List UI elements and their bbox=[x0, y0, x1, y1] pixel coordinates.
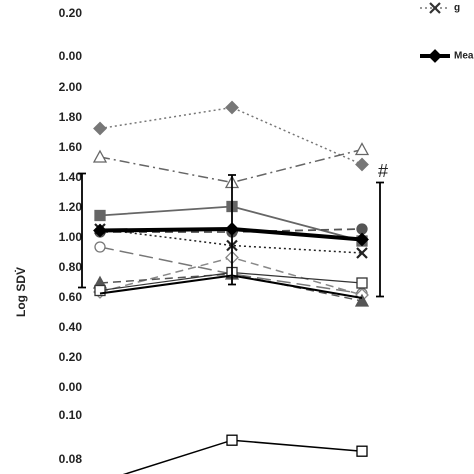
marker bbox=[94, 209, 106, 222]
error-bar bbox=[376, 181, 384, 298]
error-bar bbox=[78, 172, 86, 289]
marker bbox=[356, 277, 368, 289]
y-tick-label: 0.40 bbox=[59, 320, 83, 334]
y-tick-label: 1.00 bbox=[59, 230, 83, 244]
y-tick-label: 1.80 bbox=[59, 110, 83, 124]
y-tick-label: 1.20 bbox=[59, 200, 83, 214]
y-tick-label: 0.60 bbox=[59, 290, 83, 304]
marker bbox=[94, 241, 106, 253]
series-line bbox=[99, 246, 363, 295]
y-tick-label: 1.40 bbox=[59, 170, 83, 184]
marker bbox=[356, 445, 368, 457]
y-tick-label: 0.08 bbox=[59, 452, 83, 466]
marker bbox=[354, 142, 370, 156]
series-line bbox=[99, 106, 363, 166]
marker bbox=[93, 223, 107, 238]
y-tick-label: 0.20 bbox=[59, 350, 83, 364]
marker bbox=[226, 434, 238, 446]
y-tick-label: 0.20 bbox=[59, 6, 83, 20]
y-tick-label: 0.00 bbox=[59, 380, 83, 394]
marker bbox=[428, 49, 442, 63]
marker bbox=[356, 223, 368, 235]
marker bbox=[92, 149, 108, 163]
marker bbox=[94, 284, 106, 297]
marker bbox=[355, 232, 369, 247]
marker bbox=[356, 247, 368, 259]
marker bbox=[429, 2, 441, 14]
marker bbox=[354, 293, 370, 307]
marker bbox=[93, 121, 107, 136]
marker bbox=[355, 157, 369, 172]
marker bbox=[225, 222, 239, 236]
y-tick-label: 0.00 bbox=[59, 49, 83, 63]
annotation: # bbox=[378, 161, 388, 181]
y-tick-label: 0.10 bbox=[59, 408, 83, 422]
marker bbox=[225, 100, 239, 115]
legend-label: Mean bbox=[454, 51, 474, 62]
y-tick-label: 0.80 bbox=[59, 260, 83, 274]
y-tick-label: 2.00 bbox=[59, 80, 83, 94]
legend-label: g bbox=[454, 3, 460, 14]
y-axis-title: Log SDV̇ bbox=[13, 267, 28, 317]
y-tick-label: 1.60 bbox=[59, 140, 83, 154]
